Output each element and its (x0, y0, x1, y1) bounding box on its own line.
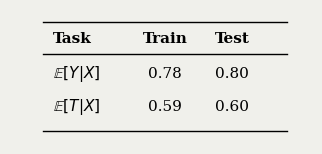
Text: Task: Task (53, 32, 91, 46)
Text: $\mathbb{E}[Y|X]$: $\mathbb{E}[Y|X]$ (53, 64, 100, 84)
Text: 0.59: 0.59 (148, 100, 182, 114)
Text: Test: Test (215, 32, 250, 46)
Text: 0.78: 0.78 (148, 67, 182, 81)
Text: $\mathbb{E}[T|X]$: $\mathbb{E}[T|X]$ (53, 97, 100, 117)
Text: 0.80: 0.80 (215, 67, 249, 81)
Text: 0.60: 0.60 (215, 100, 250, 114)
Text: Train: Train (143, 32, 187, 46)
